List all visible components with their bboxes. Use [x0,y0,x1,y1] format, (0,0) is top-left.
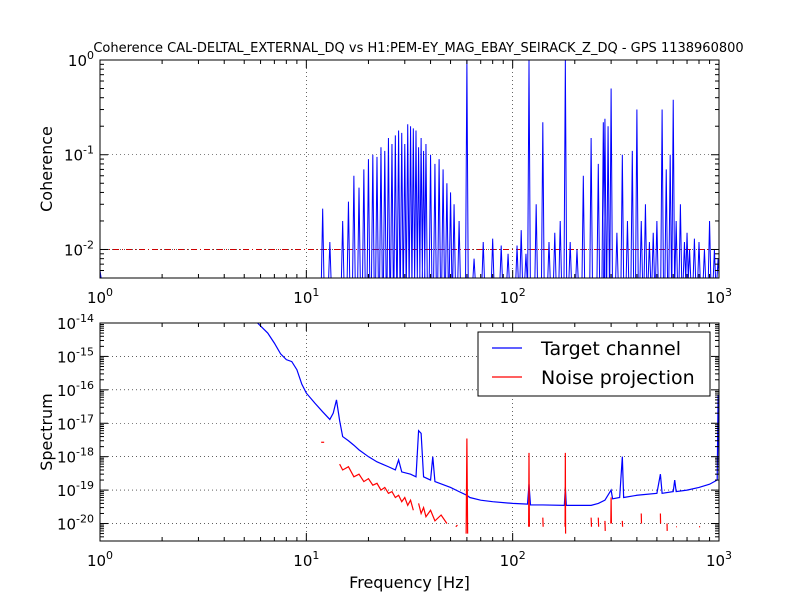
x-tick-label: 101 [293,549,319,570]
x-tick-label: 100 [87,286,113,307]
target-channel-line [257,323,719,506]
axes-frame [99,322,720,542]
x-tick-label: 103 [706,286,732,307]
y-tick-label: 10-14 [57,312,94,333]
legend-label: Noise projection [541,367,695,389]
x-tick-label: 101 [293,286,319,307]
legend-box [477,331,711,397]
noise-projection-segment [339,463,414,511]
noise-projection-segment [455,524,458,528]
x-tick-label: 103 [706,549,732,570]
noise-projection-segment [610,497,613,524]
series-group [100,60,719,278]
noise-projection-segment [465,438,469,534]
x-tick-label: 102 [500,549,526,570]
y-axis-label: Coherence [37,126,56,212]
y-tick-label: 10-19 [57,479,94,500]
ticks [99,59,720,279]
x-tick-label: 102 [500,286,526,307]
y-tick-label: 10-17 [57,412,94,433]
y-tick-label: 10-16 [57,379,94,400]
chart-title: Coherence CAL-DELTAL_EXTERNAL_DQ vs H1:P… [93,41,743,56]
legend-label: Target channel [540,338,681,360]
ticks [99,322,720,542]
series-group [257,323,719,534]
spectrum-panel: 100 101 102 103 10-20 10-19 10-18 10-17 10-16 10-… [37,312,732,592]
noise-projection-segment [564,452,567,534]
y-tick-label: 10-1 [64,144,94,165]
noise-projection-segment [418,503,448,524]
y-tick-label: 100 [68,49,94,70]
y-tick-label: 10-18 [57,446,94,467]
noise-projection-segment [528,452,530,527]
y-axis-label: Spectrum [37,393,56,471]
coherence-series-line [100,60,719,278]
y-tick-label: 10-20 [57,513,94,534]
y-tick-label: 10-2 [64,238,94,259]
x-axis-label: Frequency [Hz] [349,573,470,592]
x-tick-label: 100 [87,549,113,570]
legend: Target channel Noise projection [477,331,711,397]
y-tick-label: 10-15 [57,345,94,366]
